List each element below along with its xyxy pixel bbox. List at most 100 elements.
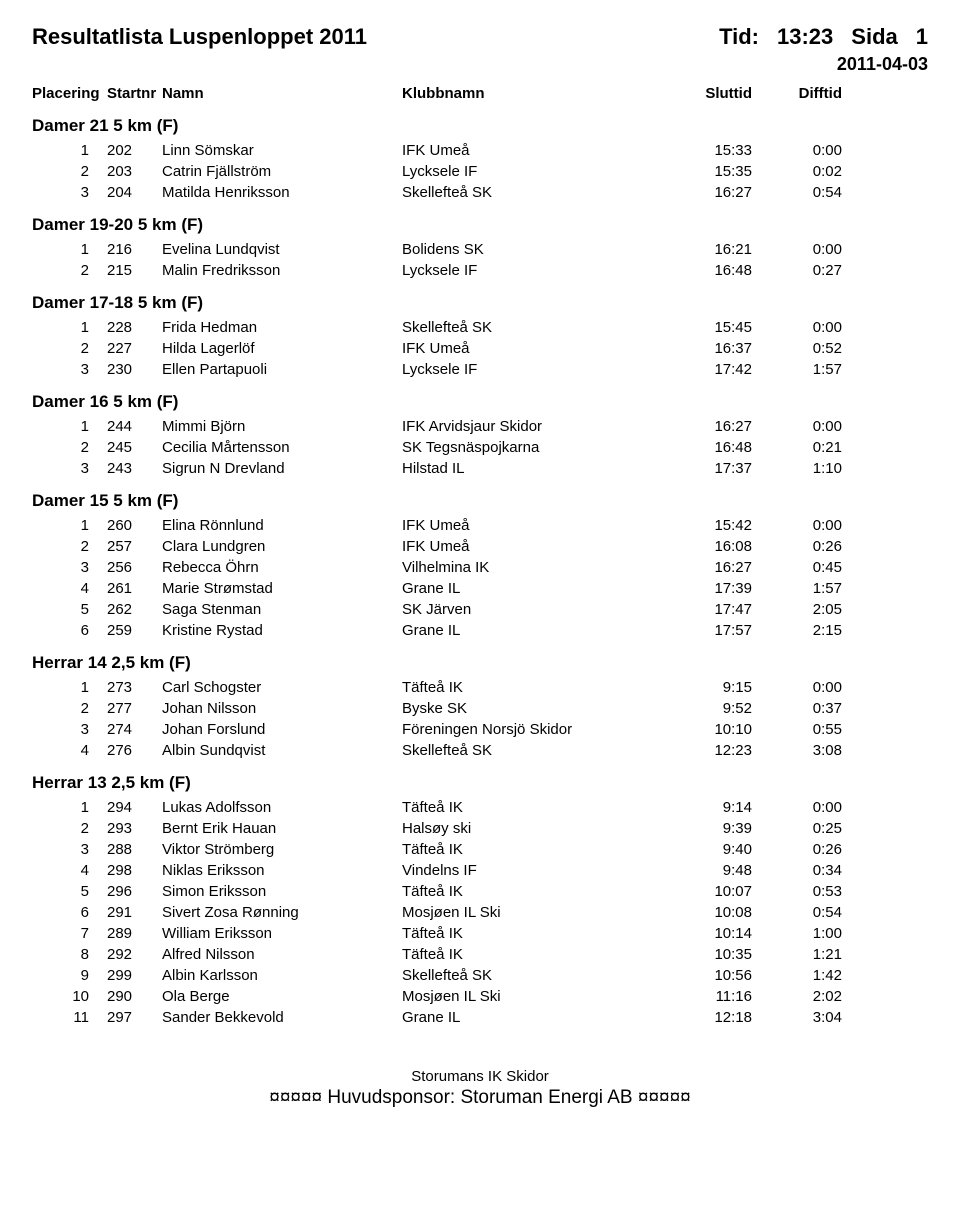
cell-name: Ola Berge <box>162 986 402 1007</box>
cell-club: Mosjøen IL Ski <box>402 986 662 1007</box>
cell-start: 297 <box>107 1007 162 1028</box>
cell-start: 230 <box>107 359 162 380</box>
cell-name: Kristine Rystad <box>162 620 402 641</box>
cell-name: Albin Sundqvist <box>162 740 402 761</box>
cell-club: Täfteå IK <box>402 923 662 944</box>
cell-club: Grane IL <box>402 578 662 599</box>
cell-name: Bernt Erik Hauan <box>162 818 402 839</box>
cell-name: Sigrun N Drevland <box>162 458 402 479</box>
result-row: 2257Clara LundgrenIFK Umeå16:080:26 <box>32 536 928 557</box>
result-row: 10290Ola BergeMosjøen IL Ski11:162:02 <box>32 986 928 1007</box>
category-title: Herrar 14 2,5 km (F) <box>32 653 928 673</box>
cell-diff: 0:02 <box>752 161 842 182</box>
result-row: 9299Albin KarlssonSkellefteå SK10:561:42 <box>32 965 928 986</box>
cell-diff: 3:04 <box>752 1007 842 1028</box>
result-row: 3230Ellen PartapuoliLycksele IF17:421:57 <box>32 359 928 380</box>
header-date: 2011-04-03 <box>32 54 928 75</box>
cell-club: Täfteå IK <box>402 944 662 965</box>
cell-name: Catrin Fjällström <box>162 161 402 182</box>
cell-club: Skellefteå SK <box>402 317 662 338</box>
category-title: Damer 15 5 km (F) <box>32 491 928 511</box>
cell-club: IFK Arvidsjaur Skidor <box>402 416 662 437</box>
cell-plac: 5 <box>32 881 107 902</box>
cell-plac: 4 <box>32 860 107 881</box>
cell-plac: 9 <box>32 965 107 986</box>
cell-club: Skellefteå SK <box>402 965 662 986</box>
cell-diff: 0:00 <box>752 140 842 161</box>
cell-diff: 0:54 <box>752 902 842 923</box>
cell-diff: 1:57 <box>752 578 842 599</box>
cell-diff: 0:45 <box>752 557 842 578</box>
cell-slut: 9:40 <box>662 839 752 860</box>
cell-start: 244 <box>107 416 162 437</box>
cell-start: 203 <box>107 161 162 182</box>
cell-name: Clara Lundgren <box>162 536 402 557</box>
cell-slut: 9:48 <box>662 860 752 881</box>
cell-name: Cecilia Mårtensson <box>162 437 402 458</box>
footer-sponsor: ¤¤¤¤¤ Huvudsponsor: Storuman Energi AB ¤… <box>32 1087 928 1109</box>
cell-plac: 10 <box>32 986 107 1007</box>
cell-start: 227 <box>107 338 162 359</box>
result-row: 3204Matilda HenrikssonSkellefteå SK16:27… <box>32 182 928 203</box>
cell-plac: 3 <box>32 359 107 380</box>
cell-slut: 16:37 <box>662 338 752 359</box>
cell-start: 277 <box>107 698 162 719</box>
cell-slut: 16:27 <box>662 557 752 578</box>
cell-diff: 0:00 <box>752 797 842 818</box>
cell-slut: 17:57 <box>662 620 752 641</box>
result-row: 7289William ErikssonTäfteå IK10:141:00 <box>32 923 928 944</box>
cell-slut: 12:23 <box>662 740 752 761</box>
cell-plac: 4 <box>32 740 107 761</box>
cell-diff: 0:00 <box>752 239 842 260</box>
cell-start: 294 <box>107 797 162 818</box>
result-row: 6259Kristine RystadGrane IL17:572:15 <box>32 620 928 641</box>
cell-slut: 12:18 <box>662 1007 752 1028</box>
cell-club: Skellefteå SK <box>402 182 662 203</box>
cell-plac: 3 <box>32 182 107 203</box>
cell-start: 296 <box>107 881 162 902</box>
result-row: 1294Lukas AdolfssonTäfteå IK9:140:00 <box>32 797 928 818</box>
cell-start: 256 <box>107 557 162 578</box>
cell-name: Frida Hedman <box>162 317 402 338</box>
result-row: 5262Saga StenmanSK Järven17:472:05 <box>32 599 928 620</box>
cell-club: Lycksele IF <box>402 161 662 182</box>
category-title: Herrar 13 2,5 km (F) <box>32 773 928 793</box>
cell-name: Lukas Adolfsson <box>162 797 402 818</box>
cell-club: Täfteå IK <box>402 677 662 698</box>
cell-club: Grane IL <box>402 1007 662 1028</box>
cell-start: 292 <box>107 944 162 965</box>
cell-start: 273 <box>107 677 162 698</box>
cell-start: 276 <box>107 740 162 761</box>
cell-name: Mimmi Björn <box>162 416 402 437</box>
cell-plac: 2 <box>32 818 107 839</box>
cell-plac: 2 <box>32 260 107 281</box>
result-row: 1260Elina RönnlundIFK Umeå15:420:00 <box>32 515 928 536</box>
cell-diff: 2:05 <box>752 599 842 620</box>
cell-club: Föreningen Norsjö Skidor <box>402 719 662 740</box>
cell-club: Vindelns IF <box>402 860 662 881</box>
cell-name: Sander Bekkevold <box>162 1007 402 1028</box>
cell-plac: 2 <box>32 698 107 719</box>
cell-slut: 11:16 <box>662 986 752 1007</box>
cell-name: Evelina Lundqvist <box>162 239 402 260</box>
cell-club: SK Järven <box>402 599 662 620</box>
cell-diff: 0:25 <box>752 818 842 839</box>
cell-name: Hilda Lagerlöf <box>162 338 402 359</box>
cell-club: Vilhelmina IK <box>402 557 662 578</box>
cell-slut: 15:35 <box>662 161 752 182</box>
cell-start: 204 <box>107 182 162 203</box>
result-row: 1244Mimmi BjörnIFK Arvidsjaur Skidor16:2… <box>32 416 928 437</box>
cell-plac: 6 <box>32 902 107 923</box>
cell-name: Simon Eriksson <box>162 881 402 902</box>
result-row: 2203Catrin FjällströmLycksele IF15:350:0… <box>32 161 928 182</box>
cell-diff: 0:21 <box>752 437 842 458</box>
cell-club: Skellefteå SK <box>402 740 662 761</box>
cell-diff: 0:34 <box>752 860 842 881</box>
cell-club: IFK Umeå <box>402 338 662 359</box>
cell-plac: 6 <box>32 620 107 641</box>
cell-diff: 0:26 <box>752 536 842 557</box>
cell-plac: 3 <box>32 719 107 740</box>
col-klubbnamn: Klubbnamn <box>402 85 662 102</box>
cell-plac: 1 <box>32 317 107 338</box>
cell-diff: 3:08 <box>752 740 842 761</box>
